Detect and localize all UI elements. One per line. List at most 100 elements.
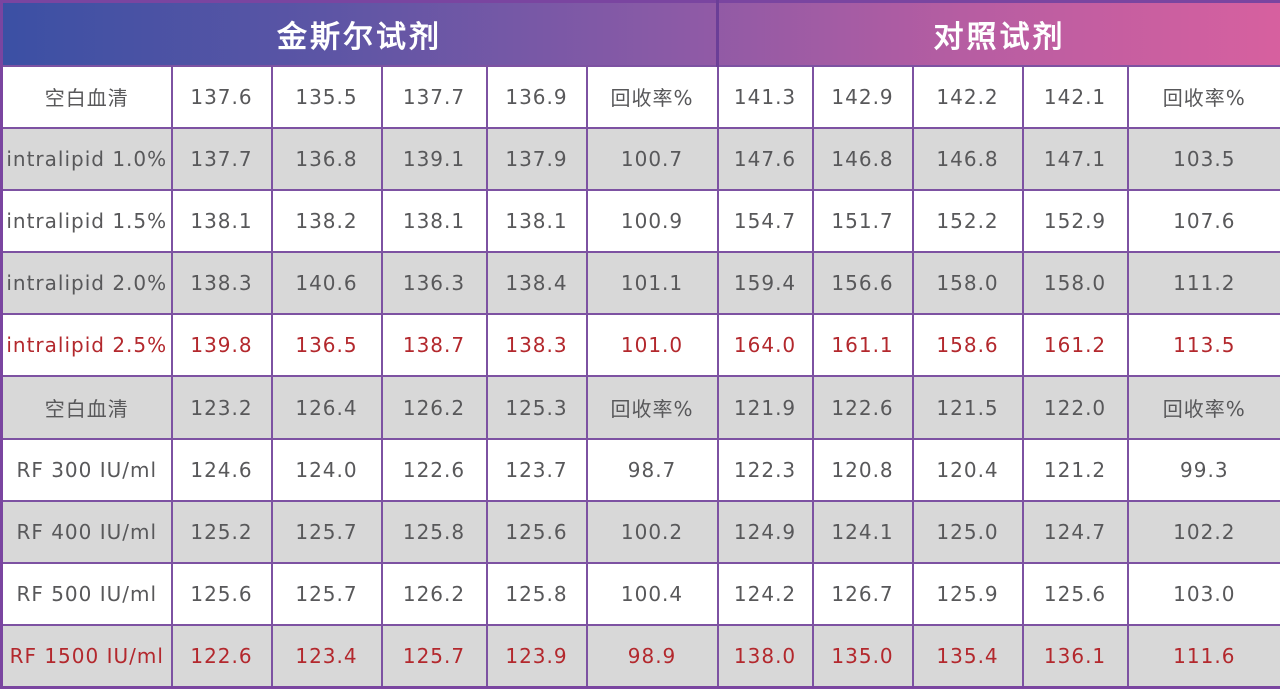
recovery-cell: 103.5 [1126, 126, 1280, 191]
table-row: 空白血清 137.6 135.5 137.7 136.9 回收率% 141.3 142.9 14… [0, 64, 1280, 129]
recovery-cell: 113.5 [1126, 313, 1280, 378]
value-cell: 125.9 [911, 561, 1024, 627]
recovery-cell: 回收率% [585, 375, 719, 440]
value-cell: 154.7 [716, 188, 814, 254]
value-cell: 122.3 [716, 437, 814, 502]
table-row: intralipid 2.0% 138.3 140.6 136.3 138.4 101.1… [0, 251, 1280, 316]
value-cell: 125.8 [380, 499, 488, 565]
value-cell: 136.3 [380, 251, 488, 316]
value-cell: 123.2 [170, 375, 273, 440]
value-cell: 120.4 [911, 437, 1024, 502]
value-cell: 142.1 [1021, 64, 1129, 129]
value-cell: 123.4 [270, 624, 383, 689]
value-cell: 147.1 [1021, 126, 1129, 191]
value-cell: 122.0 [1021, 375, 1129, 440]
value-cell: 138.3 [485, 313, 588, 378]
value-cell: 137.6 [170, 64, 273, 129]
value-cell: 124.2 [716, 561, 814, 627]
value-cell: 146.8 [811, 126, 914, 191]
value-cell: 135.0 [811, 624, 914, 689]
recovery-cell: 100.4 [585, 561, 719, 627]
value-cell: 123.7 [485, 437, 588, 502]
table-row: RF 1500 IU/ml 122.6 123.4 125.7 123.9 98.9 138… [0, 624, 1280, 689]
value-cell: 141.3 [716, 64, 814, 129]
table-row: RF 400 IU/ml 125.2 125.7 125.8 125.6 100.2 124… [0, 499, 1280, 565]
value-cell: 124.9 [716, 499, 814, 565]
value-cell: 136.9 [485, 64, 588, 129]
value-cell: 124.7 [1021, 499, 1129, 565]
value-cell: 138.1 [170, 188, 273, 254]
row-label: 空白血清 [0, 64, 173, 129]
row-label: RF 300 IU/ml [0, 437, 173, 502]
value-cell: 125.7 [270, 561, 383, 627]
value-cell: 152.9 [1021, 188, 1129, 254]
recovery-cell: 107.6 [1126, 188, 1280, 254]
row-label: 空白血清 [0, 375, 173, 440]
value-cell: 136.8 [270, 126, 383, 191]
value-cell: 124.6 [170, 437, 273, 502]
value-cell: 138.0 [716, 624, 814, 689]
value-cell: 138.7 [380, 313, 488, 378]
recovery-cell: 99.3 [1126, 437, 1280, 502]
value-cell: 161.1 [811, 313, 914, 378]
value-cell: 122.6 [811, 375, 914, 440]
row-label: RF 1500 IU/ml [0, 624, 173, 689]
value-cell: 121.5 [911, 375, 1024, 440]
value-cell: 138.4 [485, 251, 588, 316]
value-cell: 158.0 [1021, 251, 1129, 316]
value-cell: 147.6 [716, 126, 814, 191]
recovery-cell: 100.2 [585, 499, 719, 565]
table-row: intralipid 2.5% 139.8 136.5 138.7 138.3 101.0… [0, 313, 1280, 378]
value-cell: 138.1 [380, 188, 488, 254]
value-cell: 125.7 [270, 499, 383, 565]
value-cell: 122.6 [380, 437, 488, 502]
table-body: 空白血清 137.6 135.5 137.7 136.9 回收率% 141.3 142.9 14… [0, 64, 1280, 689]
value-cell: 152.2 [911, 188, 1024, 254]
recovery-cell: 102.2 [1126, 499, 1280, 565]
value-cell: 139.1 [380, 126, 488, 191]
value-cell: 136.1 [1021, 624, 1129, 689]
table-header: 金斯尔试剂 对照试剂 [1, 1, 1280, 67]
value-cell: 137.9 [485, 126, 588, 191]
value-cell: 126.2 [380, 561, 488, 627]
table-row: RF 300 IU/ml 124.6 124.0 122.6 123.7 98.7 122.… [0, 437, 1280, 502]
table-row: intralipid 1.5% 138.1 138.2 138.1 138.1 100.9… [0, 188, 1280, 254]
value-cell: 156.6 [811, 251, 914, 316]
value-cell: 125.0 [911, 499, 1024, 565]
value-cell: 135.4 [911, 624, 1024, 689]
recovery-cell: 回收率% [585, 64, 719, 129]
row-label: intralipid 1.0% [0, 126, 173, 191]
header-row: 金斯尔试剂 对照试剂 [1, 1, 1280, 67]
value-cell: 125.2 [170, 499, 273, 565]
row-label: intralipid 2.5% [0, 313, 173, 378]
value-cell: 161.2 [1021, 313, 1129, 378]
value-cell: 142.2 [911, 64, 1024, 129]
recovery-cell: 111.6 [1126, 624, 1280, 689]
header-group-jinsier: 金斯尔试剂 [1, 1, 720, 67]
recovery-cell: 98.9 [585, 624, 719, 689]
value-cell: 124.1 [811, 499, 914, 565]
value-cell: 136.5 [270, 313, 383, 378]
value-cell: 138.3 [170, 251, 273, 316]
value-cell: 158.0 [911, 251, 1024, 316]
value-cell: 123.9 [485, 624, 588, 689]
value-cell: 120.8 [811, 437, 914, 502]
recovery-cell: 111.2 [1126, 251, 1280, 316]
recovery-cell: 101.0 [585, 313, 719, 378]
table-row: 空白血清 123.2 126.4 126.2 125.3 回收率% 121.9 122.6 12… [0, 375, 1280, 440]
recovery-cell: 回收率% [1126, 64, 1280, 129]
value-cell: 138.2 [270, 188, 383, 254]
recovery-cell: 98.7 [585, 437, 719, 502]
recovery-cell: 103.0 [1126, 561, 1280, 627]
value-cell: 125.8 [485, 561, 588, 627]
value-cell: 125.7 [380, 624, 488, 689]
table-row: RF 500 IU/ml 125.6 125.7 126.2 125.8 100.4 124… [0, 561, 1280, 627]
value-cell: 142.9 [811, 64, 914, 129]
value-cell: 159.4 [716, 251, 814, 316]
table-row: intralipid 1.0% 137.7 136.8 139.1 137.9 100.7… [0, 126, 1280, 191]
value-cell: 164.0 [716, 313, 814, 378]
value-cell: 125.6 [1021, 561, 1129, 627]
value-cell: 122.6 [170, 624, 273, 689]
value-cell: 125.6 [485, 499, 588, 565]
